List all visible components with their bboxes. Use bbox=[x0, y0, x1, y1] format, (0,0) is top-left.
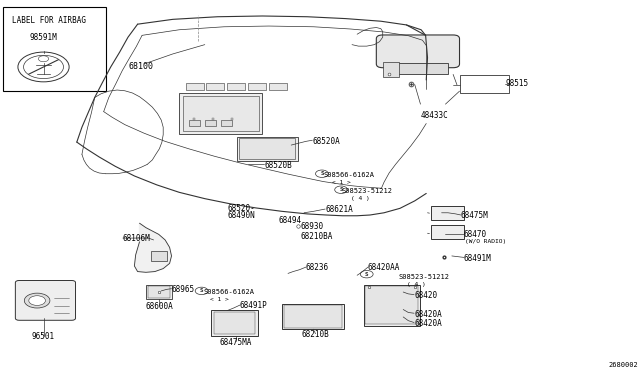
Text: 68520A: 68520A bbox=[312, 137, 340, 146]
Circle shape bbox=[29, 296, 45, 305]
Text: S08523-51212: S08523-51212 bbox=[342, 188, 393, 194]
Text: 68930: 68930 bbox=[301, 222, 324, 231]
Circle shape bbox=[316, 170, 328, 177]
Text: 98515: 98515 bbox=[506, 79, 529, 88]
Bar bbox=[383, 62, 399, 77]
FancyBboxPatch shape bbox=[376, 35, 460, 68]
Text: S08566-6162A: S08566-6162A bbox=[323, 172, 374, 178]
Text: 68600A: 68600A bbox=[146, 302, 173, 311]
Bar bbox=[214, 312, 255, 334]
Text: 68965: 68965 bbox=[172, 285, 195, 294]
Text: S08566-6162A: S08566-6162A bbox=[204, 289, 255, 295]
Text: 68210B: 68210B bbox=[301, 330, 330, 339]
Text: S: S bbox=[365, 272, 369, 277]
Text: 68520-: 68520- bbox=[228, 204, 255, 213]
Text: S08523-51212: S08523-51212 bbox=[398, 274, 449, 280]
Bar bbox=[431, 206, 464, 220]
Bar bbox=[151, 251, 167, 261]
Text: 68420A: 68420A bbox=[414, 319, 442, 328]
Circle shape bbox=[360, 270, 373, 278]
Bar bbox=[431, 225, 464, 239]
Bar bbox=[189, 120, 200, 126]
Text: S: S bbox=[320, 171, 324, 176]
Text: 68470: 68470 bbox=[464, 230, 487, 239]
Text: 68420AA: 68420AA bbox=[368, 263, 401, 272]
Text: 68210BA: 68210BA bbox=[301, 232, 333, 241]
Bar bbox=[179, 93, 262, 134]
Circle shape bbox=[195, 287, 208, 295]
Text: 98591M: 98591M bbox=[29, 33, 58, 42]
Text: 2680002: 2680002 bbox=[609, 362, 639, 368]
Bar bbox=[248, 83, 266, 90]
Bar bbox=[227, 83, 245, 90]
Bar bbox=[186, 83, 204, 90]
Bar bbox=[460, 75, 509, 93]
Text: 68491M: 68491M bbox=[464, 254, 492, 263]
Circle shape bbox=[335, 186, 348, 193]
Bar bbox=[205, 120, 216, 126]
Bar bbox=[183, 96, 259, 131]
Text: 68621A: 68621A bbox=[325, 205, 353, 214]
Bar bbox=[282, 304, 344, 329]
Bar bbox=[211, 310, 258, 336]
Text: S: S bbox=[339, 187, 343, 192]
Text: 48433C: 48433C bbox=[420, 111, 448, 120]
Text: < 1 >: < 1 > bbox=[332, 180, 351, 185]
Text: 68100: 68100 bbox=[128, 62, 154, 71]
Bar bbox=[206, 83, 224, 90]
Bar bbox=[221, 120, 232, 126]
Text: (W/O RADIO): (W/O RADIO) bbox=[465, 239, 506, 244]
Text: 68475M: 68475M bbox=[461, 211, 488, 220]
Bar bbox=[146, 285, 172, 299]
Text: 68494: 68494 bbox=[278, 217, 301, 225]
Bar bbox=[3, 7, 106, 91]
Bar bbox=[237, 137, 298, 161]
Bar bbox=[148, 286, 170, 298]
Text: S: S bbox=[200, 288, 204, 294]
Text: 68420: 68420 bbox=[414, 291, 437, 300]
Text: 96501: 96501 bbox=[32, 332, 55, 341]
Text: 68490N: 68490N bbox=[228, 211, 255, 220]
Text: ( 4 ): ( 4 ) bbox=[407, 282, 426, 287]
Bar bbox=[364, 285, 420, 326]
Text: 68475MA: 68475MA bbox=[220, 338, 252, 347]
Text: 68236: 68236 bbox=[306, 263, 329, 272]
Text: 68491P: 68491P bbox=[240, 301, 268, 310]
Text: 68520B: 68520B bbox=[264, 161, 292, 170]
Bar bbox=[365, 286, 418, 324]
Bar bbox=[269, 83, 287, 90]
Polygon shape bbox=[134, 223, 172, 272]
Circle shape bbox=[18, 52, 69, 82]
Bar bbox=[239, 138, 295, 159]
Bar bbox=[284, 305, 342, 328]
Text: 68106M: 68106M bbox=[123, 234, 150, 243]
Text: LABEL FOR AIRBAG: LABEL FOR AIRBAG bbox=[12, 16, 86, 25]
Text: ( 4 ): ( 4 ) bbox=[351, 196, 369, 201]
Bar bbox=[390, 63, 448, 74]
Text: < 1 >: < 1 > bbox=[210, 297, 228, 302]
Circle shape bbox=[24, 293, 50, 308]
FancyBboxPatch shape bbox=[15, 280, 76, 320]
Text: 68420A: 68420A bbox=[414, 310, 442, 319]
